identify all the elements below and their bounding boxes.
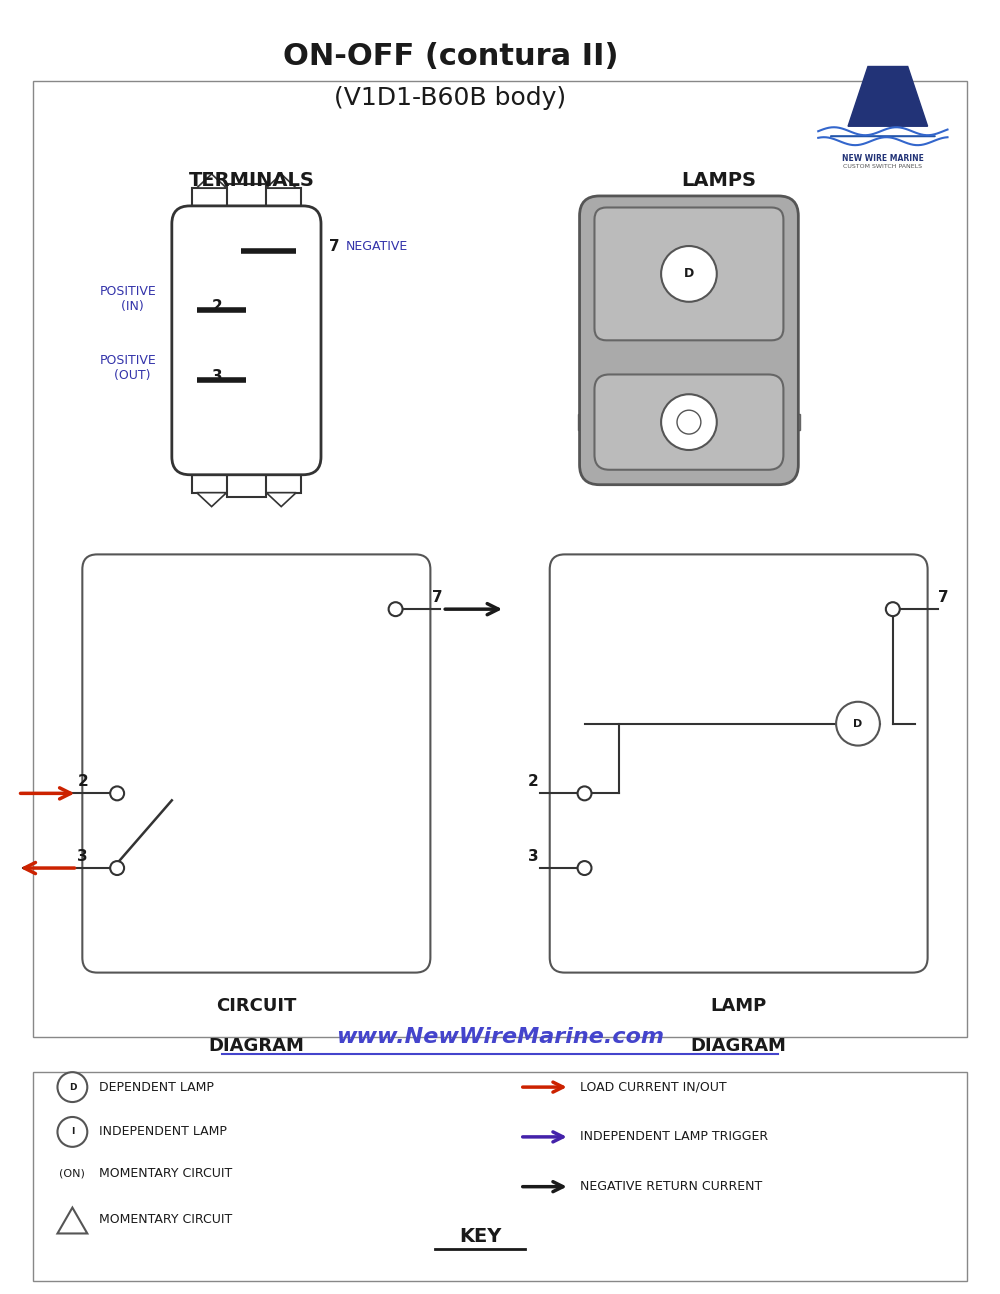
Text: MOMENTARY CIRCUIT: MOMENTARY CIRCUIT xyxy=(99,1212,232,1225)
Bar xyxy=(261,475,301,493)
Text: (V1D1-B60B body): (V1D1-B60B body) xyxy=(334,87,566,110)
Text: LOAD CURRENT IN/OUT: LOAD CURRENT IN/OUT xyxy=(580,1080,726,1093)
Text: www.NewWireMarine.com: www.NewWireMarine.com xyxy=(336,1027,664,1047)
FancyBboxPatch shape xyxy=(82,554,430,973)
Text: INDEPENDENT LAMP: INDEPENDENT LAMP xyxy=(99,1126,227,1139)
FancyBboxPatch shape xyxy=(550,554,928,973)
Circle shape xyxy=(677,410,701,433)
Text: 2: 2 xyxy=(77,774,88,789)
Circle shape xyxy=(836,701,880,745)
Text: D: D xyxy=(684,268,694,281)
Text: 2: 2 xyxy=(212,299,222,314)
Text: 3: 3 xyxy=(212,369,222,383)
Text: CUSTOM SWITCH PANELS: CUSTOM SWITCH PANELS xyxy=(843,164,922,170)
FancyBboxPatch shape xyxy=(594,207,783,340)
Polygon shape xyxy=(197,493,227,507)
FancyBboxPatch shape xyxy=(172,206,321,475)
Text: 2: 2 xyxy=(528,774,539,789)
FancyBboxPatch shape xyxy=(594,374,783,470)
Circle shape xyxy=(578,861,591,875)
Text: CIRCUIT: CIRCUIT xyxy=(216,998,297,1016)
Polygon shape xyxy=(848,66,928,127)
Text: 7: 7 xyxy=(432,590,443,604)
FancyBboxPatch shape xyxy=(33,1073,967,1281)
Text: DIAGRAM: DIAGRAM xyxy=(691,1038,787,1056)
Text: MOMENTARY CIRCUIT: MOMENTARY CIRCUIT xyxy=(99,1167,232,1180)
Circle shape xyxy=(661,395,717,450)
Bar xyxy=(227,475,266,497)
Text: D: D xyxy=(853,718,863,729)
Polygon shape xyxy=(266,173,296,188)
Text: 7: 7 xyxy=(938,590,948,604)
Circle shape xyxy=(57,1073,87,1102)
Text: 7: 7 xyxy=(329,239,340,254)
Text: POSITIVE
  (IN): POSITIVE (IN) xyxy=(100,285,157,313)
Bar xyxy=(261,188,301,206)
Text: LAMP: LAMP xyxy=(711,998,767,1016)
Circle shape xyxy=(578,787,591,800)
Polygon shape xyxy=(57,1207,87,1233)
Polygon shape xyxy=(266,493,296,507)
Text: ON-OFF (contura II): ON-OFF (contura II) xyxy=(283,41,618,71)
Text: (ON): (ON) xyxy=(59,1168,85,1179)
Text: 3: 3 xyxy=(77,849,88,863)
Text: DIAGRAM: DIAGRAM xyxy=(208,1038,304,1056)
FancyBboxPatch shape xyxy=(33,82,967,1038)
Bar xyxy=(227,184,266,206)
Text: 3: 3 xyxy=(528,849,538,863)
Text: LAMPS: LAMPS xyxy=(681,171,756,190)
Text: D: D xyxy=(69,1083,76,1092)
Bar xyxy=(192,475,232,493)
Text: DEPENDENT LAMP: DEPENDENT LAMP xyxy=(99,1080,214,1093)
Text: INDEPENDENT LAMP TRIGGER: INDEPENDENT LAMP TRIGGER xyxy=(580,1131,768,1144)
FancyBboxPatch shape xyxy=(580,195,798,485)
Text: NEW WIRE MARINE: NEW WIRE MARINE xyxy=(842,154,924,163)
Text: NEGATIVE RETURN CURRENT: NEGATIVE RETURN CURRENT xyxy=(580,1180,762,1193)
Circle shape xyxy=(389,602,403,616)
Text: POSITIVE
  (OUT): POSITIVE (OUT) xyxy=(100,355,157,382)
Circle shape xyxy=(886,602,900,616)
Circle shape xyxy=(110,787,124,800)
Circle shape xyxy=(110,861,124,875)
Bar xyxy=(578,414,595,430)
Text: KEY: KEY xyxy=(459,1227,501,1246)
Text: NEGATIVE: NEGATIVE xyxy=(346,241,408,254)
Text: TERMINALS: TERMINALS xyxy=(188,171,314,190)
Bar xyxy=(192,188,232,206)
Bar xyxy=(782,414,800,430)
Circle shape xyxy=(57,1117,87,1146)
Polygon shape xyxy=(197,173,227,188)
Circle shape xyxy=(661,246,717,302)
Text: I: I xyxy=(71,1127,74,1136)
